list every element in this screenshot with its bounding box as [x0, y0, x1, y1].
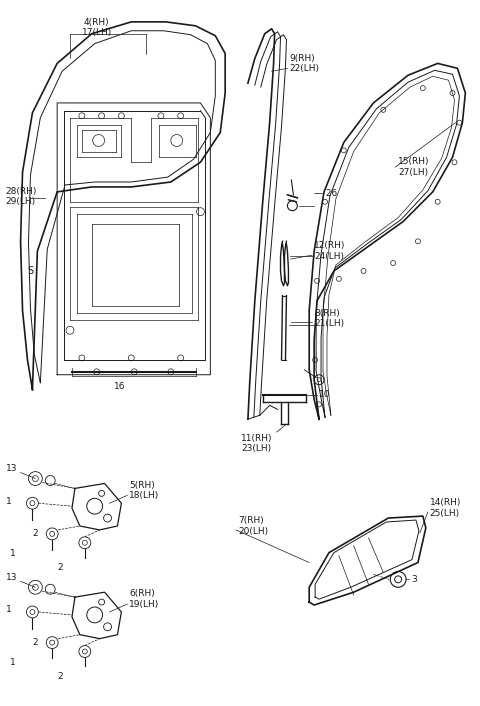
- Text: 15(RH)
27(LH): 15(RH) 27(LH): [398, 157, 430, 176]
- Text: 9(RH)
22(LH): 9(RH) 22(LH): [289, 54, 319, 73]
- Text: 1: 1: [10, 549, 15, 558]
- Text: 7(RH)
20(LH): 7(RH) 20(LH): [238, 516, 268, 536]
- Text: 13: 13: [6, 464, 17, 473]
- Text: 11(RH)
23(LH): 11(RH) 23(LH): [241, 434, 273, 453]
- Text: 14(RH)
25(LH): 14(RH) 25(LH): [430, 498, 461, 518]
- Text: 2: 2: [33, 530, 38, 539]
- Text: 1: 1: [6, 497, 12, 505]
- Text: 3: 3: [411, 575, 417, 584]
- Text: 13: 13: [6, 573, 17, 582]
- Text: 2: 2: [33, 638, 38, 647]
- Text: — 26: — 26: [314, 189, 337, 198]
- Text: 28(RH)
29(LH): 28(RH) 29(LH): [6, 187, 37, 206]
- Text: 1: 1: [6, 606, 12, 614]
- Text: 16: 16: [114, 382, 125, 390]
- Text: 6(RH)
19(LH): 6(RH) 19(LH): [129, 590, 159, 609]
- Text: S: S: [27, 266, 34, 276]
- Text: 4(RH)
17(LH): 4(RH) 17(LH): [82, 18, 112, 37]
- Text: 2: 2: [57, 671, 63, 681]
- Text: 5(RH)
18(LH): 5(RH) 18(LH): [129, 481, 159, 500]
- Text: 2: 2: [57, 563, 63, 572]
- Text: 12(RH)
24(LH): 12(RH) 24(LH): [314, 241, 346, 261]
- Text: 8(RH)
21(LH): 8(RH) 21(LH): [314, 309, 344, 328]
- Text: 1: 1: [10, 658, 15, 667]
- Text: 10: 10: [319, 390, 331, 399]
